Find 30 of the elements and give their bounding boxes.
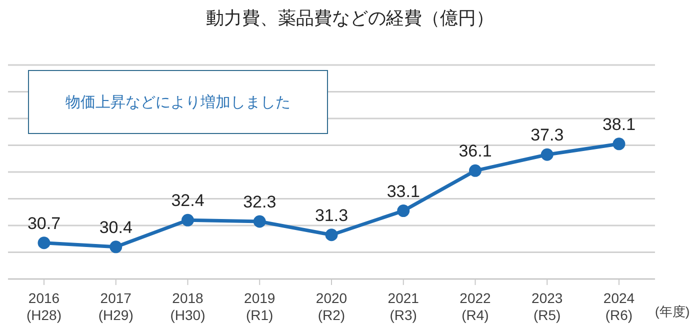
point: [182, 214, 194, 226]
point: [397, 204, 410, 218]
data-label: 30.4: [99, 218, 132, 237]
data-label: 37.3: [530, 126, 564, 145]
point: [540, 148, 554, 161]
point: [469, 164, 482, 177]
data-label: 32.4: [171, 191, 204, 210]
x-tick-label: 2022 (R4): [460, 290, 492, 323]
x-tick-label: 2019 (R1): [244, 290, 276, 323]
point: [253, 215, 266, 228]
data-label: 33.1: [386, 182, 420, 201]
point: [38, 236, 50, 250]
data-label: 31.3: [314, 206, 348, 225]
note-box: 物価上昇などにより増加しました: [28, 70, 328, 134]
data-label: 32.3: [243, 192, 276, 212]
point: [325, 228, 338, 242]
data-label: 38.1: [602, 114, 636, 134]
x-tick-label: 2023 (R5): [532, 290, 563, 323]
x-axis-title: (年度): [655, 303, 690, 321]
x-tick-label: 2021 (R3): [388, 290, 420, 323]
x-tick-label: 2017 (H29): [98, 290, 134, 323]
data-label: 30.7: [27, 214, 61, 233]
chart-title: 動力費、薬品費などの経費（億円）: [205, 7, 495, 30]
x-tick-label: 2018 (H30): [170, 290, 206, 323]
x-tick-label: 2024 (R6): [603, 290, 635, 323]
x-tick-label: 2016 (H28): [26, 290, 62, 323]
x-tick-label: 2020 (R2): [316, 290, 348, 323]
data-label: 36.1: [458, 142, 492, 161]
point: [612, 138, 626, 150]
point: [110, 240, 122, 254]
